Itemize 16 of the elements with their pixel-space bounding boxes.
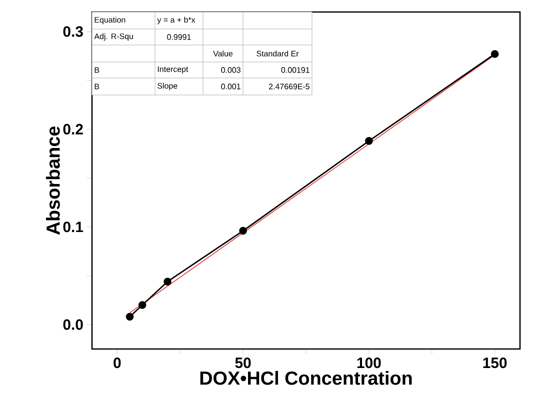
y-tick-label: 0.0	[63, 319, 83, 330]
point	[164, 278, 172, 286]
x-tick-label: 100	[357, 358, 381, 368]
point	[365, 137, 373, 145]
y-axis-title: Absorbance	[46, 126, 60, 235]
y-tick-label: 0.2	[63, 124, 83, 134]
x-tick-label: 150	[483, 358, 507, 368]
y-tick-label: 0.3	[63, 26, 83, 37]
x-tick-label: 50	[235, 358, 251, 368]
y-tick-label: 0.1	[63, 222, 84, 232]
point	[490, 50, 499, 58]
x-axis-title: DOX•HCl Concentration	[200, 370, 412, 385]
point	[138, 301, 146, 309]
point	[239, 226, 247, 235]
x-tick-label: 0	[114, 358, 121, 368]
point	[126, 312, 134, 321]
